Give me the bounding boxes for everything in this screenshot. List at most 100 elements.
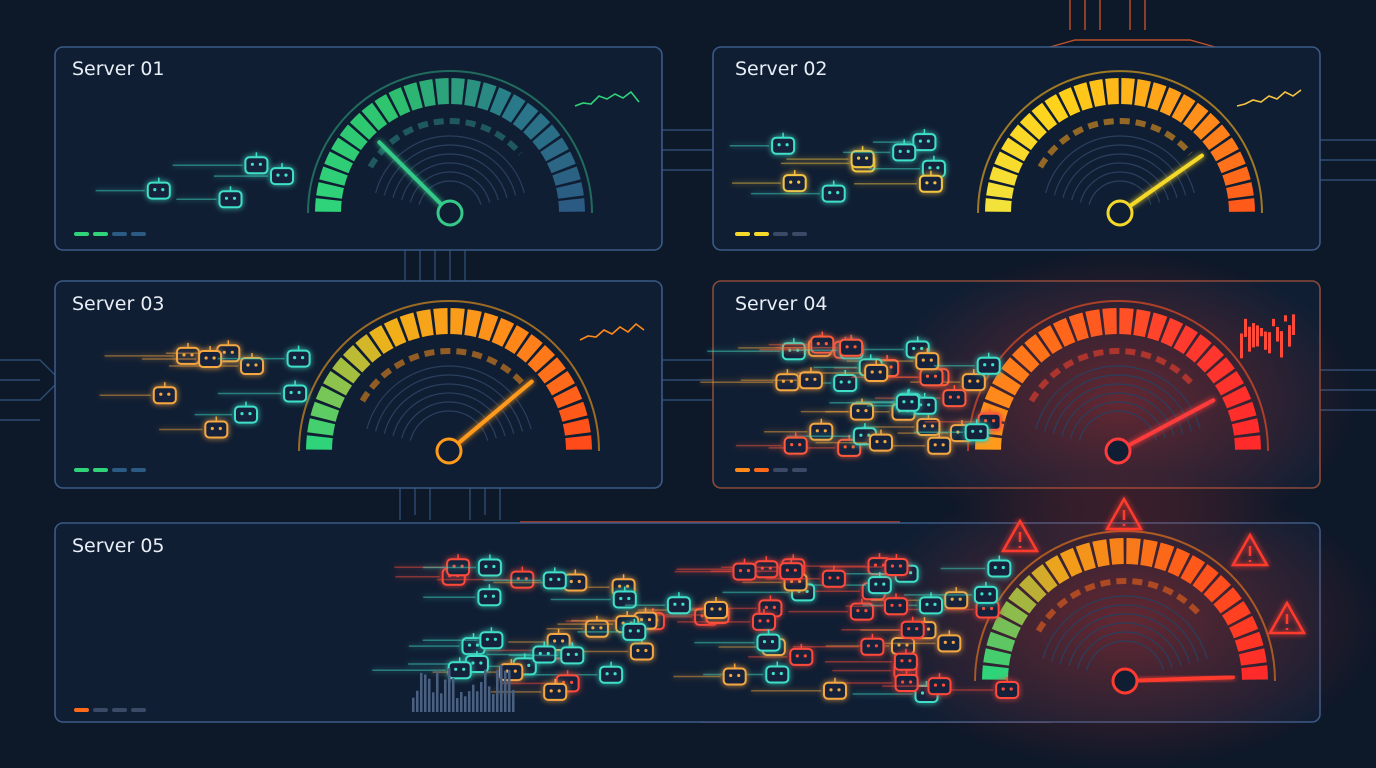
bot (673, 663, 747, 686)
histogram-bar (432, 692, 435, 712)
bot-eye (823, 429, 827, 433)
bot-eye (866, 644, 870, 648)
gauge-segment (323, 371, 353, 396)
gauge-segment (1009, 124, 1038, 151)
gauge-segment (1228, 198, 1255, 213)
bot-head (781, 342, 806, 361)
warning-icon (1000, 518, 1040, 553)
bot-eye (898, 603, 902, 607)
panel-title: Server 01 (72, 58, 165, 80)
bot-eye (618, 584, 622, 588)
titles: Server 01 Server 02 Server 03 Server 04 … (72, 58, 828, 557)
bot (423, 554, 502, 577)
bot-eye (813, 377, 817, 381)
histogram-bar (456, 698, 459, 712)
bot-eye (647, 618, 652, 622)
gauge-ring (392, 153, 508, 198)
bot-eye (777, 143, 781, 147)
bot-eye (956, 395, 960, 399)
bot-eye (928, 166, 932, 170)
sparkline (574, 90, 640, 107)
bot (194, 401, 258, 424)
bot-eye (153, 188, 157, 192)
gauge-segment (478, 312, 499, 342)
bot (927, 677, 1020, 699)
gauge-segment (1196, 344, 1225, 373)
gauge-segment (1075, 542, 1096, 572)
bot-head (918, 174, 943, 193)
bot-head (937, 634, 962, 653)
alert-glow (865, 470, 1376, 768)
bot-head (563, 573, 588, 592)
sparkline (579, 322, 645, 341)
bot (674, 558, 757, 581)
gauge-ring (1059, 613, 1191, 664)
histogram-bar (1256, 325, 1259, 347)
bot-eye (941, 443, 945, 447)
gauge-ring (1042, 595, 1208, 660)
gauge-segment (986, 182, 1014, 199)
bot (437, 566, 535, 589)
gauge-segment (1203, 574, 1232, 603)
bot-head (915, 352, 940, 371)
bot-head (218, 190, 243, 209)
gauge-arrow-track (1035, 578, 1204, 633)
status-bar (112, 232, 127, 236)
gauge-segment (1120, 78, 1135, 105)
bot-eye (843, 445, 847, 449)
bot (768, 331, 835, 354)
bot-eye (857, 156, 861, 160)
histogram-bar (412, 697, 415, 712)
bot-eye (553, 639, 557, 643)
bot-head (919, 368, 944, 387)
bot-head (821, 569, 846, 588)
bot (95, 177, 171, 200)
gauge-hub (435, 437, 463, 465)
bot (751, 180, 846, 203)
bot-head (204, 420, 229, 439)
bot-head (961, 373, 986, 392)
bot-head (809, 422, 834, 441)
gauge-ring (1077, 631, 1173, 669)
bot (868, 155, 946, 178)
bot (748, 643, 814, 666)
status-bar (792, 232, 807, 236)
gauge-segment (339, 124, 368, 151)
bot-eye (933, 374, 938, 378)
bot-eye (983, 363, 987, 367)
bot-eye (993, 565, 997, 570)
status-bar (93, 232, 108, 236)
histogram-bar (476, 691, 479, 712)
bot-head (891, 637, 915, 655)
histogram-bar (1288, 325, 1291, 347)
bot-head (510, 570, 535, 589)
bot-head (823, 681, 847, 700)
panel-title: Server 05 (72, 535, 165, 557)
bot (372, 657, 472, 680)
bot (824, 648, 918, 671)
histogram-bar (512, 689, 515, 712)
histogram-bar (1276, 326, 1279, 342)
bot-eye (493, 637, 497, 641)
bot-head (240, 357, 264, 375)
gauge (967, 300, 1269, 465)
bot-eye (905, 643, 909, 647)
histogram-bar (1264, 331, 1267, 350)
bot-eye (898, 564, 902, 568)
gauge-segment (556, 182, 584, 199)
bot-eye (779, 671, 783, 676)
histogram-bar (448, 668, 451, 712)
bot-head (722, 667, 747, 686)
gauge-segment (315, 385, 345, 409)
gauge-segment (489, 87, 512, 117)
bot-eye (570, 680, 574, 684)
gauge-segment (1159, 87, 1182, 117)
bot-head (146, 181, 171, 200)
bot-eye (159, 392, 163, 396)
gauge-segment (999, 601, 1029, 626)
gauge-segment (1102, 308, 1117, 335)
bot-eye (984, 419, 988, 423)
histogram-bar (424, 674, 427, 712)
gauge-segment (355, 334, 382, 363)
